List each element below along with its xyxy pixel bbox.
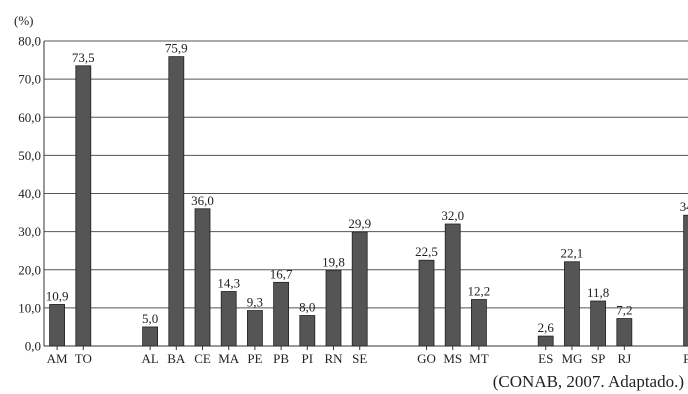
data-label: 2,6: [538, 320, 555, 335]
source-caption: (CONAB, 2007. Adaptado.): [493, 372, 684, 392]
data-label: 12,2: [468, 283, 491, 298]
data-label: 5,0: [142, 311, 158, 326]
bar: [274, 282, 289, 346]
data-label: 75,9: [165, 41, 188, 56]
y-tick-label: 10,0: [18, 300, 41, 315]
data-label: 8,0: [299, 300, 315, 315]
x-tick-label: AL: [141, 351, 158, 366]
x-tick-label: AM: [47, 351, 68, 366]
bar: [538, 336, 553, 346]
data-label: 7,2: [616, 303, 632, 318]
x-tick-label: PE: [247, 351, 262, 366]
bar: [352, 232, 367, 346]
y-tick-label: 40,0: [18, 186, 41, 201]
x-tick-label: BA: [167, 351, 186, 366]
x-tick-label: TO: [75, 351, 92, 366]
data-label: 16,7: [270, 266, 293, 281]
x-tick-label: GO: [417, 351, 436, 366]
data-label: 29,9: [348, 216, 371, 231]
bar: [169, 57, 184, 346]
x-tick-label: SE: [352, 351, 367, 366]
bar: [326, 271, 341, 346]
x-tick-label: PB: [273, 351, 289, 366]
bar-chart: (%) 0,0 10,0 20,0 30,0 40,0 50,0 60,0 70,0 80,0 10…: [0, 0, 688, 372]
y-tick-label: 30,0: [18, 224, 41, 239]
x-tick-label: RJ: [617, 351, 631, 366]
data-label: 73,5: [72, 50, 95, 65]
data-label: 36,0: [191, 193, 214, 208]
data-label: 32,0: [441, 208, 464, 223]
data-label: 22,1: [561, 246, 584, 261]
y-tick-label: 50,0: [18, 148, 41, 163]
y-tick-label: 20,0: [18, 262, 41, 277]
data-label: 14,3: [217, 275, 240, 290]
y-tick-label: 80,0: [18, 34, 41, 49]
bar: [247, 311, 262, 346]
x-tick-label: MS: [443, 351, 462, 366]
bar: [617, 319, 632, 346]
data-label: 22,5: [415, 244, 438, 259]
bar: [564, 262, 579, 346]
data-label: 11,8: [587, 285, 609, 300]
x-tick-label: MA: [218, 351, 240, 366]
x-tick-label: ES: [538, 351, 553, 366]
x-tick-label: SP: [591, 351, 605, 366]
y-tick-label: 70,0: [18, 72, 41, 87]
bar: [50, 304, 65, 346]
x-tick-label: MG: [561, 351, 582, 366]
x-tick-label: RN: [324, 351, 343, 366]
bar: [195, 209, 210, 346]
x-tick-label: MT: [469, 351, 489, 366]
x-tick-label: CE: [194, 351, 211, 366]
bar: [684, 215, 688, 346]
bar: [143, 327, 158, 346]
bar: [591, 301, 606, 346]
data-label: 10,9: [46, 288, 69, 303]
bar: [76, 66, 91, 346]
y-tick-label: 60,0: [18, 110, 41, 125]
bar: [419, 260, 434, 346]
bar: [445, 224, 460, 346]
y-tick-label: 0,0: [25, 339, 41, 354]
x-tick-label: PR: [683, 351, 688, 366]
x-tick-label: PI: [302, 351, 314, 366]
bar: [221, 291, 236, 346]
data-label: 19,8: [322, 255, 345, 270]
y-unit-label: (%): [14, 13, 34, 28]
data-label: 9,3: [247, 295, 263, 310]
bar: [300, 316, 315, 347]
data-label: 34,3: [680, 199, 688, 214]
bar: [471, 299, 486, 346]
